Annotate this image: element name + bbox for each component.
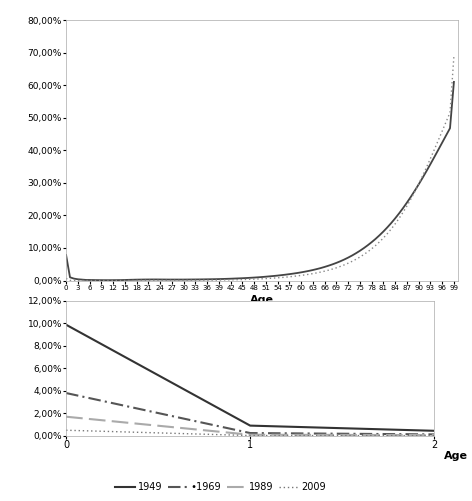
1949 xyxy=(63,322,69,328)
Line: 2009: 2009 xyxy=(66,430,434,436)
1949 xyxy=(247,423,253,429)
2009 xyxy=(142,277,147,283)
1989 xyxy=(247,432,253,438)
Line: 1949: 1949 xyxy=(66,82,454,280)
2009 xyxy=(63,276,69,282)
Line: 2009: 2009 xyxy=(66,56,454,281)
Legend: 1949, ∙1969, 1989, 2009: 1949, ∙1969, 1989, 2009 xyxy=(111,478,330,496)
1989 xyxy=(431,432,437,438)
2009 xyxy=(247,432,253,438)
1949 xyxy=(157,277,163,283)
Line: 1989: 1989 xyxy=(66,417,434,435)
∙1969 xyxy=(63,390,69,396)
2009 xyxy=(83,278,89,284)
1949 xyxy=(102,277,108,283)
X-axis label: Age: Age xyxy=(250,295,274,305)
2009 xyxy=(63,427,69,433)
1949 xyxy=(431,428,437,434)
2009 xyxy=(436,137,441,143)
1989 xyxy=(63,414,69,420)
1949 xyxy=(63,252,69,258)
1949 xyxy=(424,168,430,174)
Text: Age: Age xyxy=(444,451,468,461)
Line: ∙1969: ∙1969 xyxy=(66,393,434,434)
∙1969 xyxy=(247,430,253,436)
2009 xyxy=(298,273,304,279)
1949 xyxy=(436,147,441,153)
Line: 1949: 1949 xyxy=(66,325,434,431)
1949 xyxy=(451,79,457,85)
1949 xyxy=(298,270,304,276)
2009 xyxy=(431,433,437,439)
2009 xyxy=(157,277,163,283)
1949 xyxy=(142,277,147,283)
2009 xyxy=(451,53,457,59)
2009 xyxy=(267,276,273,282)
Legend: 1949, 2009: 1949, 2009 xyxy=(196,338,328,356)
2009 xyxy=(424,164,430,170)
1949 xyxy=(267,274,273,280)
∙1969 xyxy=(431,431,437,437)
